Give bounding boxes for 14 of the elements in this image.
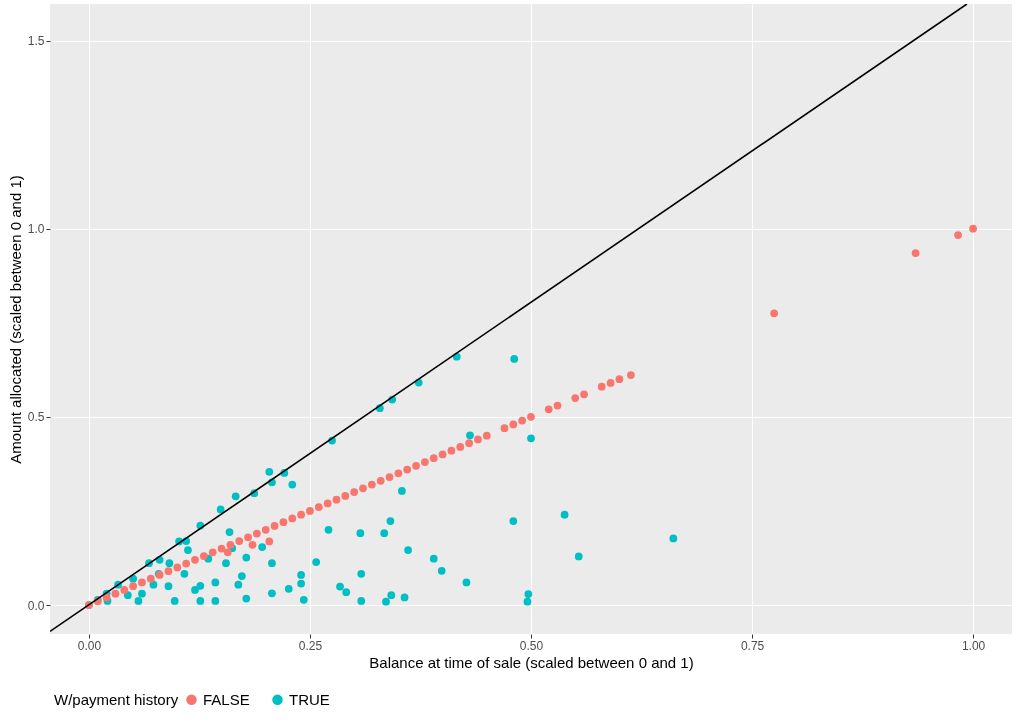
x-tick-label: 0.25 (298, 638, 323, 653)
y-tick-label: 0.5 (27, 410, 45, 425)
y-tick-label: 0.0 (27, 598, 45, 613)
x-tick-label: 1.00 (961, 638, 986, 653)
x-tick-label: 0.00 (77, 638, 102, 653)
legend-title: W/payment history (54, 691, 179, 708)
y-axis-title: Amount allocated (scaled between 0 and 1) (6, 175, 24, 464)
x-axis-title: Balance at time of sale (scaled between 0 and 1) (369, 653, 694, 671)
y-tick-label: 1.5 (27, 34, 45, 49)
x-tick-label: 0.50 (519, 638, 544, 653)
y-tick-label: 1.0 (27, 222, 45, 237)
legend-label: TRUE (289, 690, 330, 708)
x-tick-label: 0.75 (740, 638, 765, 653)
legend-label: FALSE (203, 690, 250, 708)
